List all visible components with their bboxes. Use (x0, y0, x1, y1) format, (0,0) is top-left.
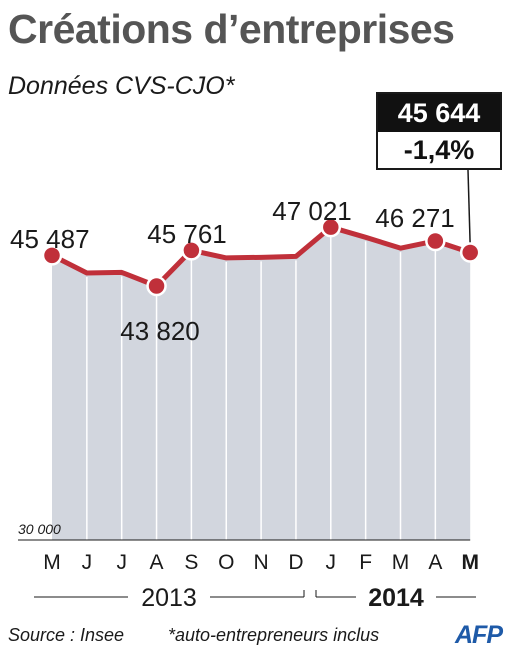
source-note: Source : Insee (8, 625, 125, 645)
x-tick-label: J (82, 551, 93, 574)
x-tick-label: M (392, 551, 410, 574)
x-tick-label: J (326, 551, 337, 574)
latest-value-callout: 45 644 -1,4% (376, 92, 502, 170)
x-tick-label: A (428, 551, 442, 574)
data-label: 45 761 (147, 219, 227, 249)
data-point (425, 230, 446, 252)
x-tick-label: O (218, 551, 234, 574)
callout-leader (467, 169, 471, 247)
callout-change: -1,4% (403, 135, 475, 165)
data-label: 47 021 (272, 196, 352, 226)
year-label: 2013 (141, 584, 197, 612)
x-tick-label: M (43, 551, 61, 574)
x-tick-label: J (116, 551, 127, 574)
y-min-label: 30 000 (18, 521, 61, 537)
data-point (320, 216, 342, 238)
x-tick-label: A (150, 551, 164, 574)
x-tick-label: F (359, 551, 372, 574)
x-tick-label: M (461, 551, 479, 574)
data-point (146, 275, 167, 297)
footnote: *auto-entrepreneurs inclus (168, 625, 380, 645)
afp-logo: AFP (455, 621, 503, 649)
data-label: 45 487 (10, 224, 90, 254)
chart-subtitle: Données CVS-CJO* (8, 72, 235, 100)
x-tick-label: S (184, 551, 198, 574)
data-point (459, 242, 481, 263)
data-point (41, 245, 63, 266)
x-tick-label: D (288, 551, 303, 574)
callout-value: 45 644 (378, 94, 500, 132)
chart-title: Créations d’entreprises (8, 6, 455, 52)
footer: Source : Insee *auto-entrepreneurs inclu… (8, 621, 504, 649)
series-line (49, 224, 473, 289)
data-label: 46 271 (375, 203, 455, 233)
x-tick-label: N (254, 551, 269, 574)
data-point (181, 240, 202, 261)
year-label: 2014 (368, 584, 424, 612)
data-label: 43 820 (120, 316, 200, 346)
